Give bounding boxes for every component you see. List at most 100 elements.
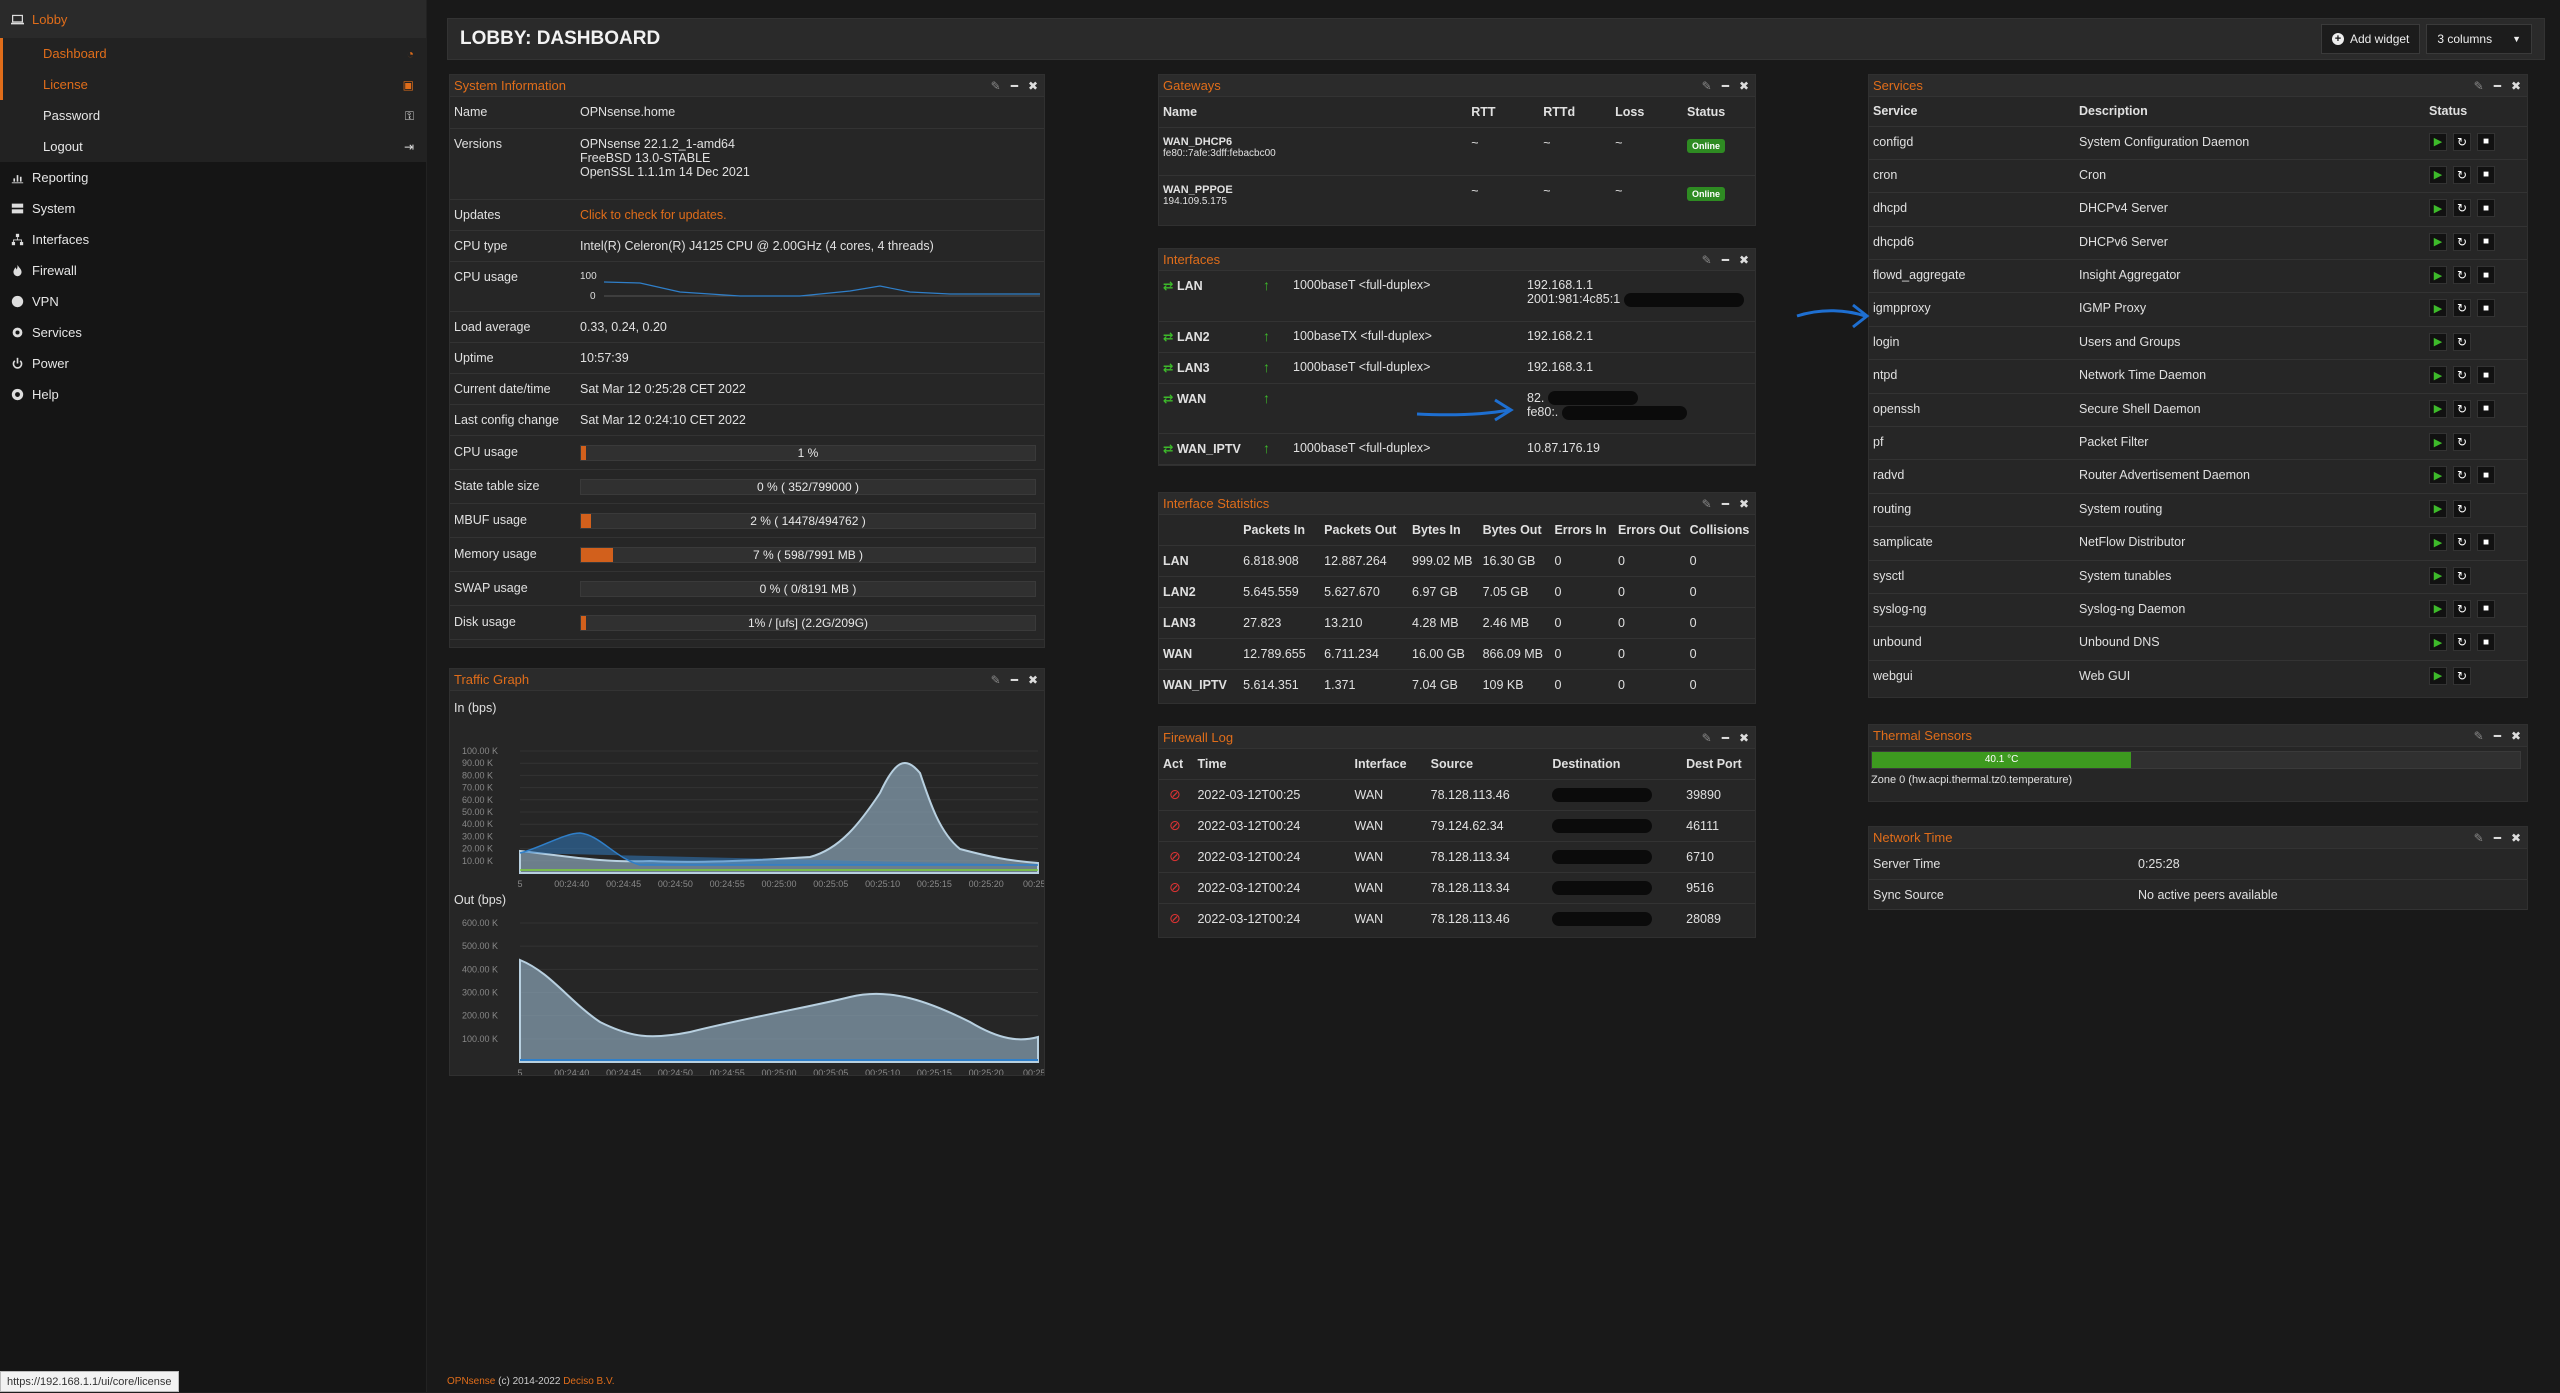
edit-icon[interactable]: ✎ (1701, 496, 1712, 511)
close-icon[interactable]: ✖ (1738, 730, 1749, 745)
stop-service-button[interactable]: ■ (2477, 533, 2495, 552)
start-service-button[interactable]: ▶ (2429, 399, 2447, 418)
start-service-button[interactable]: ▶ (2429, 499, 2447, 518)
minimize-icon[interactable]: ━ (2493, 830, 2501, 845)
restart-service-button[interactable]: ↻ (2453, 566, 2471, 585)
start-service-button[interactable]: ▶ (2429, 433, 2447, 452)
footer-company-link[interactable]: Deciso B.V. (563, 1376, 615, 1387)
minimize-icon[interactable]: ━ (2493, 78, 2501, 93)
sidebar-subitem-logout[interactable]: Logout ⇥ (0, 131, 426, 162)
sidebar-item-lobby[interactable]: Lobby (0, 0, 426, 38)
restart-service-button[interactable]: ↻ (2453, 232, 2471, 251)
add-widget-button[interactable]: + Add widget (2321, 24, 2421, 54)
start-service-button[interactable]: ▶ (2429, 666, 2447, 685)
minimize-icon[interactable]: ━ (1010, 78, 1018, 93)
start-service-button[interactable]: ▶ (2429, 199, 2447, 218)
minimize-icon[interactable]: ━ (2493, 728, 2501, 743)
start-service-button[interactable]: ▶ (2429, 566, 2447, 585)
restart-service-button[interactable]: ↻ (2453, 599, 2471, 618)
close-icon[interactable]: ✖ (1738, 78, 1749, 93)
stop-service-button[interactable]: ■ (2477, 466, 2495, 485)
sidebar-item-services[interactable]: Services (0, 317, 426, 348)
minimize-icon[interactable]: ━ (1010, 672, 1018, 687)
sidebar-item-vpn[interactable]: VPN (0, 286, 426, 317)
interface-name[interactable]: LAN3 (1176, 360, 1210, 375)
start-service-button[interactable]: ▶ (2429, 466, 2447, 485)
start-service-button[interactable]: ▶ (2429, 232, 2447, 251)
thermal-bar: 40.1 °C (1871, 751, 2521, 769)
edit-icon[interactable]: ✎ (2473, 728, 2484, 743)
stop-service-button[interactable]: ■ (2477, 366, 2495, 385)
restart-service-button[interactable]: ↻ (2453, 132, 2471, 151)
sidebar-item-system[interactable]: System (0, 193, 426, 224)
start-service-button[interactable]: ▶ (2429, 633, 2447, 652)
start-service-button[interactable]: ▶ (2429, 132, 2447, 151)
restart-service-button[interactable]: ↻ (2453, 633, 2471, 652)
close-icon[interactable]: ✖ (2510, 830, 2521, 845)
link-arrows-icon: ⇄ (1163, 391, 1174, 406)
restart-service-button[interactable]: ↻ (2453, 199, 2471, 218)
gateway-address: 194.109.5.175 (1163, 195, 1227, 207)
stop-service-button[interactable]: ■ (2477, 266, 2495, 285)
edit-icon[interactable]: ✎ (990, 78, 1001, 93)
sidebar-item-help[interactable]: Help (0, 379, 426, 410)
sidebar-item-firewall[interactable]: Firewall (0, 255, 426, 286)
restart-service-button[interactable]: ↻ (2453, 332, 2471, 351)
edit-icon[interactable]: ✎ (2473, 78, 2484, 93)
stop-service-button[interactable]: ■ (2477, 232, 2495, 251)
close-icon[interactable]: ✖ (2510, 78, 2521, 93)
minimize-icon[interactable]: ━ (1721, 730, 1729, 745)
close-icon[interactable]: ✖ (1027, 672, 1038, 687)
stop-service-button[interactable]: ■ (2477, 599, 2495, 618)
restart-service-button[interactable]: ↻ (2453, 165, 2471, 184)
sidebar-subitem-password[interactable]: Password ⚿ (0, 100, 426, 131)
interface-name[interactable]: LAN (1176, 279, 1203, 293)
stop-service-button[interactable]: ■ (2477, 633, 2495, 652)
restart-service-button[interactable]: ↻ (2453, 299, 2471, 318)
start-service-button[interactable]: ▶ (2429, 299, 2447, 318)
interface-name[interactable]: WAN (1176, 391, 1207, 406)
minimize-icon[interactable]: ━ (1721, 252, 1729, 267)
start-service-button[interactable]: ▶ (2429, 165, 2447, 184)
sidebar-item-reporting[interactable]: Reporting (0, 162, 426, 193)
close-icon[interactable]: ✖ (1027, 78, 1038, 93)
restart-service-button[interactable]: ↻ (2453, 366, 2471, 385)
sidebar-subitem-dashboard[interactable]: Dashboard ◔ (0, 38, 426, 69)
restart-service-button[interactable]: ↻ (2453, 499, 2471, 518)
edit-icon[interactable]: ✎ (1701, 730, 1712, 745)
restart-service-button[interactable]: ↻ (2453, 533, 2471, 552)
page-header: LOBBY: DASHBOARD + Add widget 3 columns ▼ (447, 18, 2545, 60)
stop-service-button[interactable]: ■ (2477, 199, 2495, 218)
restart-service-button[interactable]: ↻ (2453, 266, 2471, 285)
interface-name[interactable]: LAN2 (1176, 329, 1210, 344)
close-icon[interactable]: ✖ (2510, 728, 2521, 743)
start-service-button[interactable]: ▶ (2429, 266, 2447, 285)
minimize-icon[interactable]: ━ (1721, 78, 1729, 93)
restart-service-button[interactable]: ↻ (2453, 666, 2471, 685)
stop-service-button[interactable]: ■ (2477, 299, 2495, 318)
restart-service-button[interactable]: ↻ (2453, 399, 2471, 418)
start-service-button[interactable]: ▶ (2429, 332, 2447, 351)
stop-service-button[interactable]: ■ (2477, 165, 2495, 184)
sidebar-item-power[interactable]: Power (0, 348, 426, 379)
edit-icon[interactable]: ✎ (990, 672, 1001, 687)
check-updates-link[interactable]: Click to check for updates. (580, 207, 727, 222)
edit-icon[interactable]: ✎ (1701, 78, 1712, 93)
close-icon[interactable]: ✖ (1738, 252, 1749, 267)
start-service-button[interactable]: ▶ (2429, 533, 2447, 552)
minimize-icon[interactable]: ━ (1721, 496, 1729, 511)
stop-service-button[interactable]: ■ (2477, 132, 2495, 151)
stop-service-button[interactable]: ■ (2477, 399, 2495, 418)
start-service-button[interactable]: ▶ (2429, 366, 2447, 385)
start-service-button[interactable]: ▶ (2429, 599, 2447, 618)
restart-service-button[interactable]: ↻ (2453, 433, 2471, 452)
footer-brand-link[interactable]: OPNsense (447, 1376, 496, 1387)
columns-select[interactable]: 3 columns ▼ (2426, 24, 2532, 54)
sidebar-subitem-license[interactable]: License ▣ (0, 69, 426, 100)
restart-service-button[interactable]: ↻ (2453, 466, 2471, 485)
sidebar-item-interfaces[interactable]: Interfaces (0, 224, 426, 255)
interface-name[interactable]: WAN_IPTV (1176, 441, 1241, 456)
edit-icon[interactable]: ✎ (1701, 252, 1712, 267)
close-icon[interactable]: ✖ (1738, 496, 1749, 511)
edit-icon[interactable]: ✎ (2473, 830, 2484, 845)
